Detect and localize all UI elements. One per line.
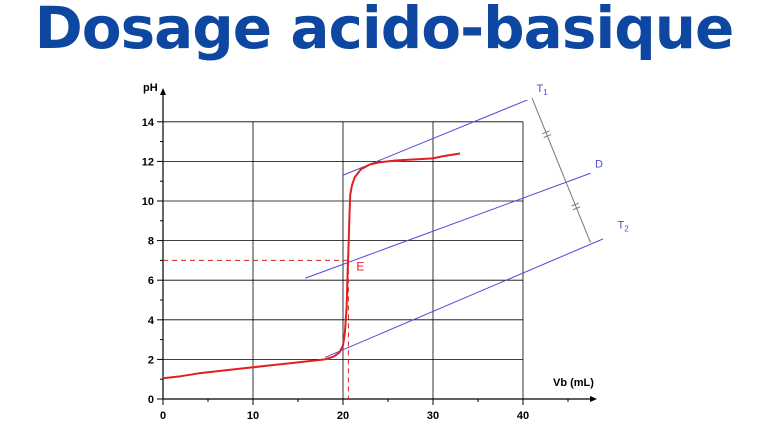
- x-tick-label: 0: [160, 410, 166, 422]
- line-labels: T1 D T2: [531, 83, 630, 243]
- label-t2: T2: [618, 220, 630, 234]
- x-axis-arrow: [590, 396, 597, 402]
- chart-axes: pH Vb (mL) 0 2 4 6 8 10 12 14 0 10 20 30 40: [142, 82, 597, 422]
- construction-segment: [531, 97, 591, 243]
- y-axis-arrow: [160, 88, 166, 95]
- equal-mark: [572, 206, 581, 211]
- equal-mark: [571, 202, 580, 207]
- page-title: Dosage acido-basique: [34, 0, 735, 62]
- x-tick-label: 30: [427, 410, 439, 422]
- construction-lines: [305, 100, 603, 358]
- y-tick-label: 10: [142, 196, 154, 208]
- equal-mark: [541, 130, 550, 135]
- x-axis-label: Vb (mL): [553, 377, 594, 389]
- titration-curve: [162, 152, 461, 380]
- x-tick-label: 20: [337, 410, 349, 422]
- equivalence-label: E: [356, 259, 364, 273]
- y-tick-label: 6: [148, 275, 154, 287]
- label-d: D: [595, 158, 603, 170]
- line-d: [305, 172, 591, 279]
- x-tick-label: 40: [517, 410, 529, 422]
- x-tick-label: 10: [247, 410, 259, 422]
- y-tick-label: 14: [142, 117, 155, 129]
- y-tick-label: 4: [148, 315, 155, 327]
- y-axis-label: pH: [143, 82, 158, 94]
- y-tick-label: 8: [148, 236, 154, 248]
- y-tick-label: 12: [142, 156, 154, 168]
- titration-curve-group: E: [162, 152, 461, 399]
- equal-mark: [543, 134, 552, 138]
- chart-grid: [163, 121, 524, 399]
- line-t2: [324, 238, 603, 358]
- y-tick-label: 2: [148, 354, 154, 366]
- y-tick-label: 0: [148, 394, 154, 406]
- label-t1: T1: [537, 83, 549, 97]
